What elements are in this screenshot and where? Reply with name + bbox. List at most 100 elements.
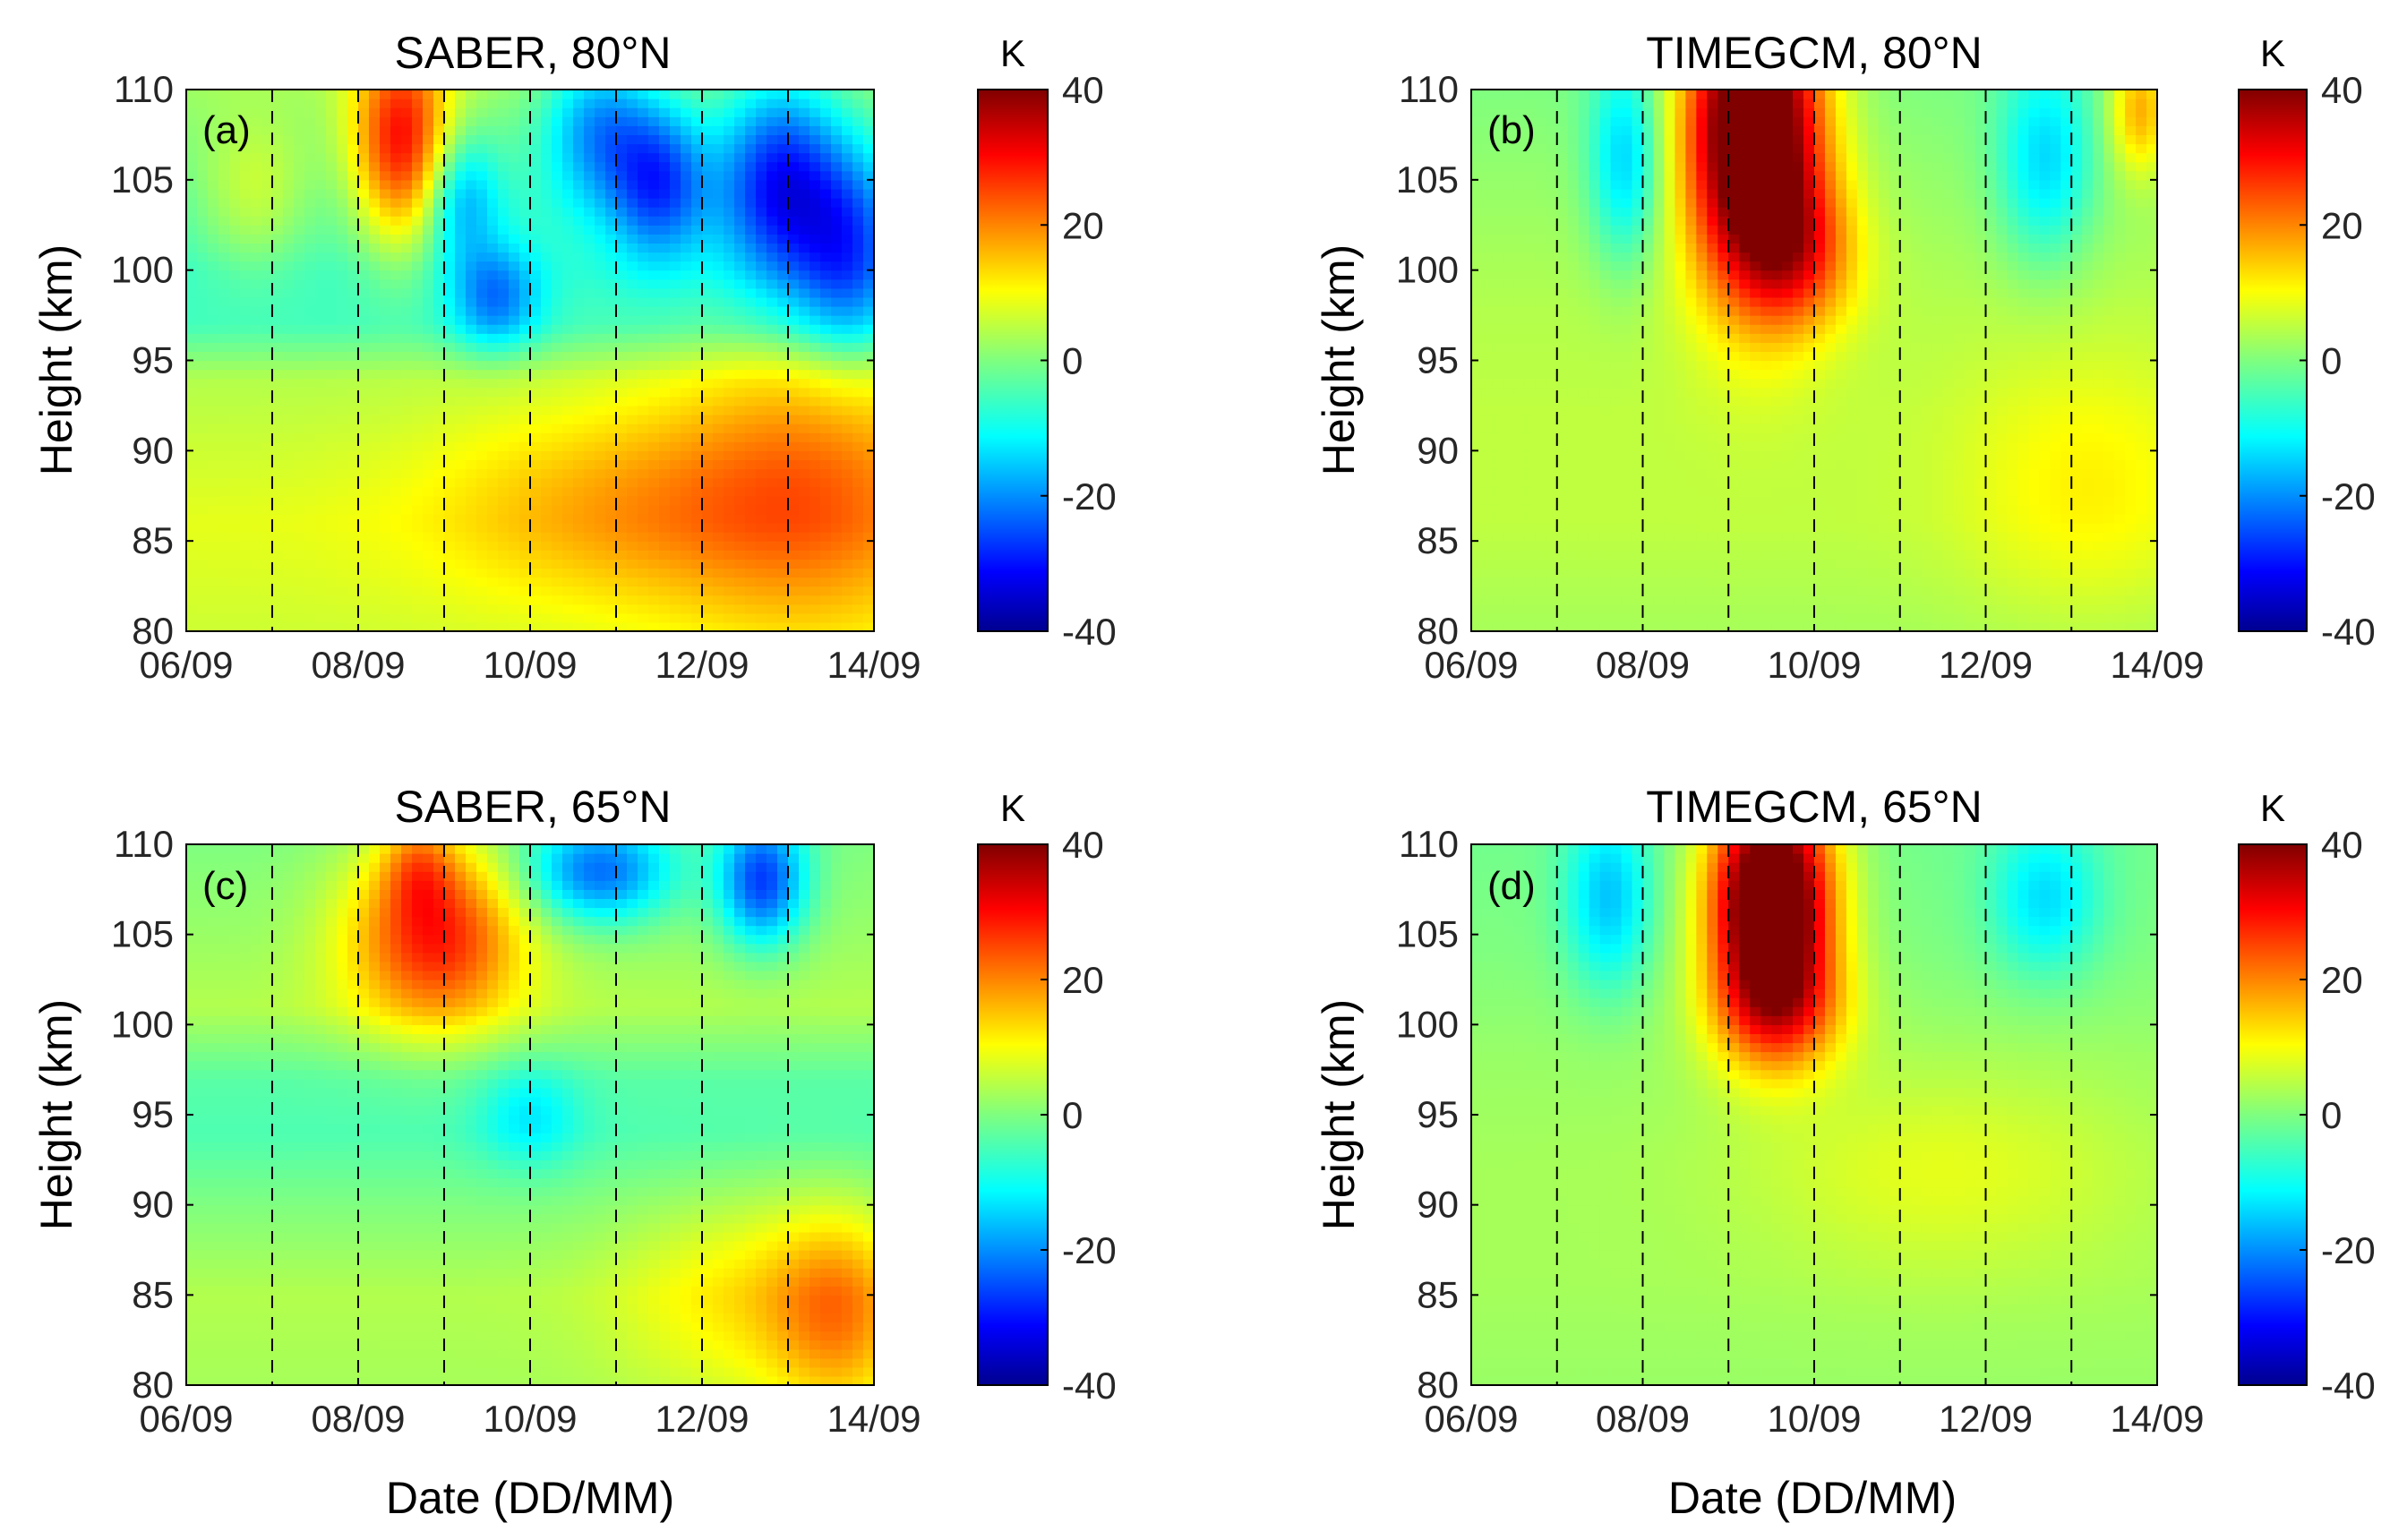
heatmap-cell [358, 559, 370, 569]
heatmap-cell [691, 315, 703, 325]
heatmap-cell [347, 486, 359, 497]
heatmap-cell [734, 441, 746, 451]
heatmap-cell [519, 198, 531, 208]
heatmap-cell [261, 207, 273, 217]
heatmap-cell [1632, 477, 1644, 488]
heatmap-cell [788, 152, 800, 163]
heatmap-cell [1974, 595, 1987, 605]
heatmap-cell [1707, 568, 1718, 578]
heatmap-cell [337, 243, 348, 253]
heatmap-cell [229, 612, 241, 623]
heatmap-cell [1503, 532, 1515, 542]
heatmap-cell [809, 450, 821, 461]
heatmap-cell [713, 134, 724, 145]
heatmap-cell [509, 152, 520, 163]
heatmap-cell [251, 234, 262, 244]
heatmap-cell [809, 98, 821, 108]
heatmap-cell [1867, 504, 1880, 515]
heatmap-cell [1481, 486, 1494, 497]
heatmap-cell [2060, 612, 2072, 623]
heatmap-cell [261, 387, 273, 398]
heatmap-cell [605, 459, 617, 470]
heatmap-cell [530, 207, 542, 217]
heatmap-cell [670, 324, 681, 334]
heatmap-cell [756, 504, 767, 515]
heatmap-cell [1707, 495, 1718, 506]
heatmap-cell [638, 532, 649, 542]
heatmap-cell [552, 188, 563, 199]
heatmap-cell [852, 369, 864, 380]
y-tick-label: 110 [114, 68, 174, 110]
heatmap-cell [1728, 523, 1740, 533]
heatmap-cell [831, 252, 843, 262]
heatmap-cell [767, 415, 778, 424]
heatmap-cell [423, 415, 434, 424]
heatmap-cell [777, 378, 789, 389]
heatmap-cell [799, 577, 810, 587]
heatmap-cell [573, 90, 585, 99]
heatmap-cell [831, 360, 843, 371]
heatmap-cell [756, 441, 767, 451]
heatmap-cell [1824, 568, 1837, 578]
heatmap-cell [326, 243, 338, 253]
heatmap-cell [2146, 603, 2158, 614]
heatmap-cell [863, 342, 875, 353]
heatmap-cell [509, 278, 520, 289]
heatmap-cell [229, 432, 241, 442]
heatmap-cell [326, 116, 338, 126]
heatmap-cell [2039, 621, 2051, 632]
heatmap-cell [595, 306, 606, 316]
heatmap-cell [433, 107, 445, 117]
heatmap-cell [670, 360, 681, 371]
heatmap-cell [562, 90, 574, 99]
heatmap-cell [218, 243, 230, 253]
heatmap-cell [1964, 532, 1976, 542]
heatmap-cell [852, 342, 864, 353]
heatmap-cell [1664, 513, 1676, 524]
heatmap-cell [369, 161, 381, 172]
heatmap-cell [1728, 495, 1740, 506]
heatmap-cell [337, 278, 348, 289]
heatmap-cell [1524, 550, 1537, 560]
heatmap-cell [294, 252, 305, 262]
heatmap-cell [573, 468, 585, 479]
heatmap-cell [573, 188, 585, 199]
heatmap-cell [433, 296, 445, 307]
heatmap-cell [573, 621, 585, 632]
heatmap-cell [1867, 550, 1880, 560]
heatmap-cell [831, 90, 843, 99]
heatmap-cell [713, 306, 724, 316]
heatmap-cell [627, 278, 638, 289]
heatmap-cell [1846, 612, 1858, 623]
heatmap-cell [487, 278, 499, 289]
heatmap-cell [852, 216, 864, 226]
heatmap-cell [616, 270, 628, 280]
heatmap-cell [1599, 595, 1612, 605]
heatmap-cell [261, 495, 273, 506]
heatmap-cell [2071, 477, 2083, 488]
heatmap-cell [476, 161, 488, 172]
heatmap-cell [294, 577, 305, 587]
heatmap-cell [444, 143, 456, 154]
heatmap-cell [745, 360, 757, 371]
heatmap-cell [401, 315, 413, 325]
heatmap-cell [1921, 523, 1933, 533]
heatmap-cell [648, 287, 660, 298]
heatmap-cell [831, 603, 843, 614]
heatmap-cell [466, 287, 477, 298]
heatmap-cell [734, 125, 746, 136]
heatmap-cell [724, 612, 735, 623]
heatmap-cell [272, 360, 284, 371]
heatmap-cell [831, 107, 843, 117]
heatmap-cell [337, 532, 348, 542]
heatmap-cell [347, 351, 359, 362]
heatmap-cell [831, 432, 843, 442]
heatmap-cell [1910, 568, 1923, 578]
heatmap-cell [433, 134, 445, 145]
heatmap-cell [2125, 595, 2137, 605]
heatmap-cell [1578, 603, 1590, 614]
heatmap-cell [831, 143, 843, 154]
heatmap-cell [681, 513, 692, 524]
heatmap-cell [455, 450, 467, 461]
heatmap-cell [1878, 495, 1890, 506]
